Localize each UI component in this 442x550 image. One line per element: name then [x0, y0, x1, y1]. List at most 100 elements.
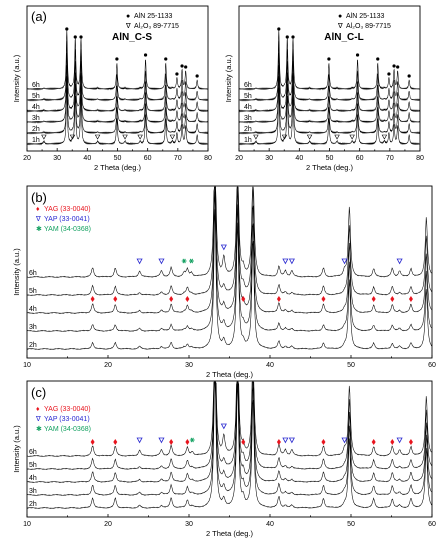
trace-3h	[26, 381, 433, 496]
yap-peak-marker	[136, 258, 143, 265]
al2o3-peak-marker	[281, 134, 288, 140]
al2o3-peak-marker	[169, 134, 176, 140]
yap-peak-marker	[396, 437, 403, 444]
legend-text: Al₂O₃ 89-7715	[346, 23, 391, 30]
sample-label: AlN_C-L	[324, 32, 363, 43]
legend-symbol: ✱	[36, 225, 42, 233]
y-axis-title: Intensity (a.u.)	[12, 54, 21, 102]
series-label: 1h	[244, 137, 252, 144]
x-tick-label: 70	[174, 155, 182, 162]
trace-1h	[26, 87, 209, 146]
aln-peak-marker	[277, 27, 281, 31]
x-tick-label: 30	[265, 155, 273, 162]
legend-symbol: ♦	[36, 206, 40, 213]
yag-peak-marker	[321, 439, 326, 445]
yam-peak-marker	[182, 258, 186, 264]
yag-peak-marker	[408, 296, 413, 302]
al2o3-peak-marker	[306, 134, 313, 140]
yag-peak-marker	[169, 296, 174, 302]
aln-peak-marker	[285, 35, 289, 39]
yag-peak-marker	[90, 439, 95, 445]
trace-5h	[238, 41, 421, 102]
legend-text: YAM (34-0368)	[44, 426, 91, 433]
series-label: 4h	[29, 306, 37, 313]
yap-peak-marker	[158, 258, 165, 265]
y-axis-title: Intensity (a.u.)	[224, 54, 233, 102]
trace-1h	[238, 87, 421, 146]
yag-peak-marker	[90, 296, 95, 302]
series-label: 2h	[29, 342, 37, 349]
trace-6h	[26, 186, 433, 279]
al2o3-peak-marker	[349, 134, 355, 140]
x-tick-label: 30	[185, 362, 193, 369]
aln-peak-marker	[143, 53, 148, 57]
al2o3-peak-marker	[41, 134, 47, 140]
al2o3-peak-marker	[137, 134, 143, 140]
trace-6h	[238, 30, 421, 91]
al2o3-peak-marker	[381, 134, 388, 140]
yag-peak-marker	[408, 439, 413, 445]
x-axis-title: 2 Theta (deg.)	[306, 163, 353, 172]
al2o3-peak-marker	[94, 134, 101, 140]
x-tick-label: 50	[326, 155, 334, 162]
legend-text: Al₂O₃ 89-7715	[134, 23, 179, 30]
yag-peak-marker	[241, 296, 246, 302]
aln-peak-marker	[184, 65, 188, 69]
trace-2h	[26, 381, 433, 510]
series-label: 5h	[244, 93, 252, 100]
series-label: 2h	[29, 501, 37, 508]
trace-2h	[238, 76, 421, 135]
series-label: 2h	[32, 126, 40, 133]
al2o3-peak-marker	[69, 134, 76, 140]
aln-peak-marker	[164, 57, 168, 61]
yag-peak-marker	[185, 296, 190, 302]
trace-3h	[238, 65, 421, 124]
x-tick-label: 80	[416, 155, 424, 162]
aln-peak-marker	[387, 72, 391, 76]
al2o3-peak-marker	[253, 134, 259, 140]
series-label: 4h	[244, 104, 252, 111]
yag-peak-marker	[185, 439, 190, 445]
yap-peak-marker	[282, 437, 289, 444]
legend-text: YAG (33-0040)	[44, 406, 91, 413]
yag-peak-marker	[276, 296, 281, 302]
series-label: 6h	[29, 270, 37, 277]
trace-5h	[26, 41, 209, 102]
x-tick-label: 40	[83, 155, 91, 162]
trace-6h	[26, 30, 209, 91]
aln-peak-marker	[396, 65, 400, 69]
y-axis-title: Intensity (a.u.)	[12, 248, 21, 296]
x-tick-label: 60	[428, 362, 436, 369]
yam-peak-marker	[190, 437, 194, 443]
series-label: 3h	[244, 115, 252, 122]
aln-peak-marker	[327, 57, 331, 61]
x-tick-label: 40	[295, 155, 303, 162]
yap-peak-marker	[220, 244, 227, 251]
trace-4h	[27, 186, 433, 315]
trace-4h	[26, 52, 209, 113]
trace-2h	[26, 76, 209, 135]
x-tick-label: 30	[53, 155, 61, 162]
legend-text: AlN 25-1133	[134, 13, 173, 20]
panel-label: (a)	[31, 9, 47, 24]
trace-2h	[26, 209, 433, 351]
yag-peak-marker	[113, 439, 118, 445]
yag-peak-marker	[390, 439, 395, 445]
yap-peak-marker	[136, 437, 143, 444]
yap-peak-marker	[341, 258, 348, 265]
series-label: 6h	[32, 82, 40, 89]
x-axis-title: 2 Theta (deg.)	[206, 529, 253, 538]
aln-peak-marker	[65, 27, 69, 31]
yam-peak-marker	[189, 258, 194, 264]
x-tick-label: 40	[266, 521, 274, 528]
series-label: 5h	[29, 462, 37, 469]
yag-peak-marker	[321, 296, 326, 302]
legend-symbol: ∇	[337, 22, 343, 30]
yap-peak-marker	[288, 437, 295, 444]
aln-peak-marker	[180, 64, 184, 68]
series-label: 3h	[29, 488, 37, 495]
yag-peak-marker	[113, 296, 118, 302]
legend-symbol: ●	[338, 13, 342, 20]
yap-peak-marker	[220, 423, 227, 430]
